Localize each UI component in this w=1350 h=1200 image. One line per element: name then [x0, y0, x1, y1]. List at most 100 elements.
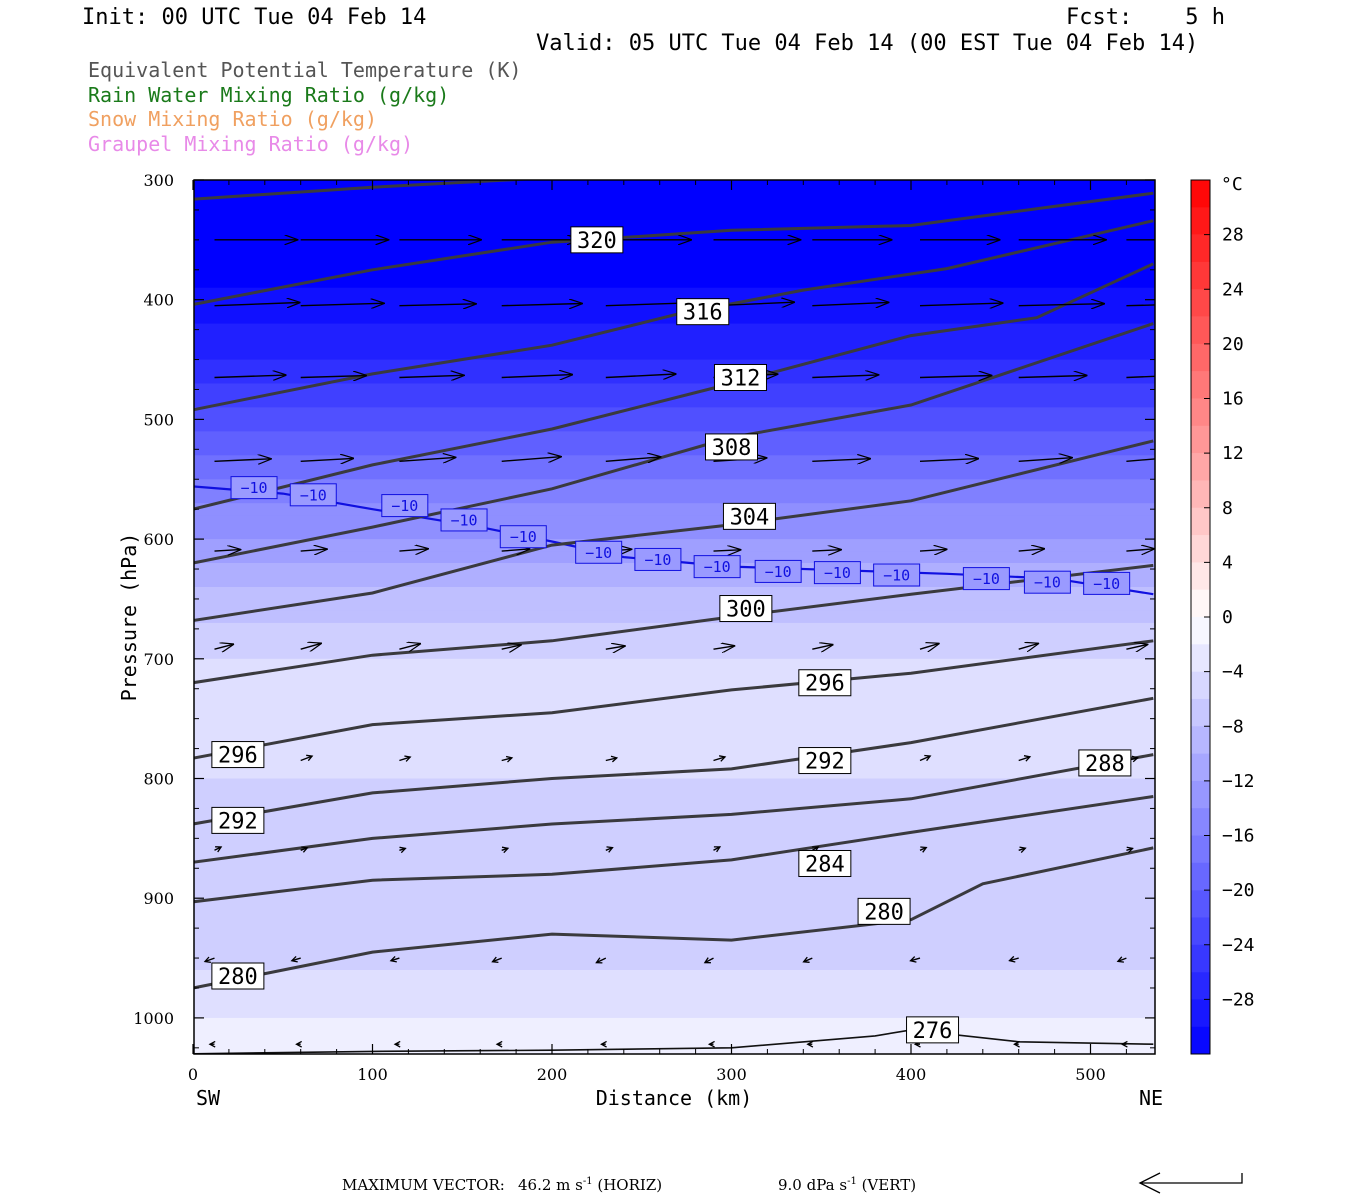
isotherm-label-box: [754, 559, 802, 583]
theta-e-line-320: [194, 191, 1154, 306]
shading-band: [194, 658, 1155, 672]
vert-tag: (VERT): [856, 1176, 917, 1194]
shading-band: [194, 192, 1155, 205]
shading-band: [194, 634, 1155, 648]
wind-vector: [1126, 458, 1155, 462]
shading-band: [194, 706, 1155, 720]
isotherm-label: −10: [1034, 574, 1061, 592]
colorbar-tick-label: 0: [1222, 607, 1233, 628]
isotherm-label: −10: [704, 558, 731, 576]
wind-vector-head: [1023, 755, 1032, 762]
colorbar-tick-label: −8: [1222, 716, 1244, 737]
wind-vector-head: [491, 956, 499, 964]
wind-vector: [1126, 304, 1155, 307]
max-vertical-vector: 9.0 dPa s-1 (VERT): [778, 1176, 916, 1194]
horiz-exponent: -1: [582, 1176, 593, 1187]
y-tick-label: 500: [143, 410, 174, 429]
shading-band: [194, 479, 1155, 492]
valid-time: Valid: 05 UTC Tue 04 Feb 14 (00 EST Tue …: [536, 31, 1199, 56]
isotherm-label: −10: [1093, 575, 1120, 593]
isotherm-label: −10: [450, 511, 477, 529]
field-label-rain: Rain Water Mixing Ratio (g/kg): [88, 83, 450, 107]
wind-vector-head: [306, 754, 314, 762]
isotherm-label: −10: [824, 564, 851, 582]
isotherm-label-box: [1023, 570, 1071, 594]
wind-vector: [214, 550, 241, 552]
theta-e-line-276: [194, 1029, 1154, 1054]
sw-label: SW: [196, 1086, 221, 1110]
shading-band: [194, 826, 1155, 839]
wind-vector: [812, 375, 878, 378]
theta-e-label: 300: [726, 598, 766, 623]
shading-band: [194, 347, 1155, 361]
theta-e-label: 320: [577, 229, 617, 254]
theta-e-label-box: [719, 595, 773, 623]
temperature-shading: [194, 180, 1155, 1054]
forecast-hour: Fcst: 5 h: [1066, 5, 1225, 30]
wind-vector: [214, 459, 271, 462]
x-tick-label: 100: [357, 1065, 388, 1084]
wind-vector-head: [505, 755, 514, 763]
shading-band: [194, 790, 1155, 804]
theta-e-label-box: [1078, 749, 1132, 777]
wind-vector-head: [301, 846, 309, 853]
theta-e-label-box: [570, 226, 624, 254]
shading-band: [194, 946, 1155, 959]
wind-vector-head: [208, 1040, 216, 1048]
colorbar-swatch: [1191, 207, 1210, 235]
axes: 300 400 500 600 700 800 900 1000 0 100 200 300 400 50…: [117, 171, 1163, 1110]
colorbar: 28 24 20 16 12 8 4 0 −4 −8 −12 −16 −20 −24 −28 °C: [1190, 174, 1255, 1055]
wind-vector-head: [295, 1040, 303, 1048]
shading-band: [194, 539, 1155, 552]
shading-band: [194, 646, 1155, 660]
shading-band: [194, 970, 1155, 983]
shading-band: [194, 287, 1155, 301]
theta-e-label-box: [857, 897, 911, 925]
colorbar-swatch: [1191, 507, 1210, 536]
colorbar-swatch: [1191, 780, 1210, 809]
wind-vector: [1018, 549, 1044, 551]
wind-vector: [605, 646, 625, 649]
reference-vector-head: [1138, 1172, 1161, 1194]
shading-band: [194, 431, 1155, 444]
wind-vector: [501, 375, 573, 378]
shading-band: [194, 814, 1155, 827]
wind-vector: [501, 549, 530, 551]
colorbar-swatch: [1191, 917, 1210, 946]
theta-e-label: 280: [218, 965, 258, 990]
plot-frame: [193, 179, 1156, 1055]
theta-e-label-box: [211, 806, 265, 834]
wind-vector-head: [215, 846, 223, 853]
shading-band: [194, 886, 1155, 899]
isotherm-label: −10: [391, 497, 418, 515]
shading-band: [194, 587, 1155, 600]
wind-vector-head: [924, 754, 932, 762]
shading-band: [194, 754, 1155, 768]
shading-band: [194, 203, 1155, 217]
shading-band: [194, 622, 1155, 636]
wind-vector: [399, 304, 475, 306]
isotherm-label-box: [813, 561, 861, 585]
colorbar-swatch: [1191, 644, 1210, 672]
field-label-theta-e: Equivalent Potential Temperature (K): [88, 58, 522, 82]
wind-vector: [300, 755, 313, 762]
theta-e-label: 304: [730, 505, 770, 530]
isotherm-label-box: [499, 525, 547, 549]
wind-vector: [812, 459, 870, 462]
wind-vector-head: [909, 956, 917, 963]
theta-e-label: 276: [913, 1019, 953, 1044]
wind-vector-head: [1120, 1040, 1128, 1048]
shading-band: [194, 802, 1155, 815]
wind-vector: [399, 756, 411, 762]
isotherm-label-box: [230, 476, 278, 500]
colorbar-swatch: [1191, 671, 1210, 700]
isotherm-label-box: [1083, 571, 1131, 595]
shading-band: [194, 898, 1155, 911]
colorbar-swatch: [1191, 289, 1210, 317]
isotherm-label: −10: [510, 528, 537, 546]
wind-vector: [1018, 644, 1038, 650]
colorbar-swatch: [1191, 480, 1210, 509]
isotherm-label: −10: [973, 570, 1000, 588]
theta-e-label: 308: [712, 436, 752, 461]
colorbar-swatch: [1191, 617, 1210, 645]
